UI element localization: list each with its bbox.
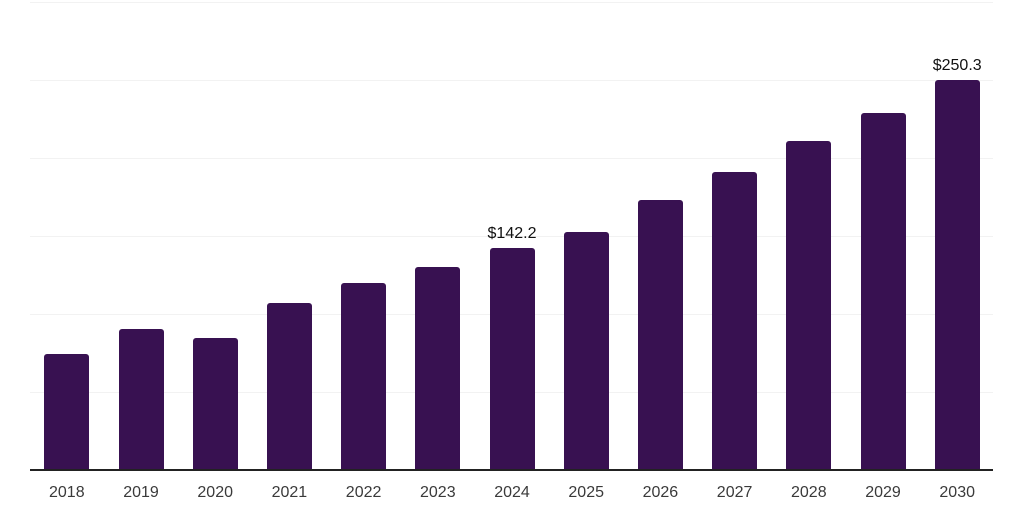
bar-2022 bbox=[341, 283, 387, 470]
bar-2018 bbox=[44, 353, 90, 470]
value-label-2030: $250.3 bbox=[932, 56, 982, 74]
x-tick-2029: 2029 bbox=[865, 484, 901, 501]
bar-2030 bbox=[934, 79, 980, 470]
value-label-2024: $142.2 bbox=[487, 225, 537, 243]
bar-2024 bbox=[489, 248, 535, 470]
x-tick-2026: 2026 bbox=[642, 484, 679, 501]
bar-2021 bbox=[266, 303, 312, 470]
x-tick-2020: 2020 bbox=[197, 484, 233, 501]
bar-2020 bbox=[192, 337, 238, 470]
x-tick-2028: 2028 bbox=[791, 484, 827, 501]
x-tick-2018: 2018 bbox=[49, 484, 85, 501]
x-tick-2019: 2019 bbox=[123, 484, 159, 501]
gridline-250 bbox=[30, 79, 993, 81]
gridline-150 bbox=[30, 235, 993, 237]
x-axis-line bbox=[30, 469, 993, 471]
bar-2027 bbox=[712, 171, 758, 470]
bar-2029 bbox=[860, 112, 906, 470]
bar-2026 bbox=[637, 199, 683, 470]
x-tick-2023: 2023 bbox=[420, 484, 456, 501]
bar-2019 bbox=[118, 329, 164, 470]
x-tick-2024: 2024 bbox=[494, 484, 530, 501]
gridline-200 bbox=[30, 157, 993, 159]
x-axis-labels: 2018 2019 2020 2021 2022 2023 2024 2025 2026 2027… bbox=[30, 485, 993, 505]
x-tick-2021: 2021 bbox=[271, 484, 308, 501]
x-tick-2030: 2030 bbox=[939, 484, 975, 501]
plot-area: $142.2 $250.3 bbox=[30, 0, 993, 471]
bar-2025 bbox=[563, 232, 609, 470]
x-tick-2027: 2027 bbox=[716, 484, 753, 501]
x-tick-2022: 2022 bbox=[345, 484, 382, 501]
bar-2023 bbox=[415, 266, 461, 470]
bar-2028 bbox=[786, 140, 832, 470]
x-tick-2025: 2025 bbox=[568, 484, 604, 501]
gridline-300 bbox=[30, 1, 993, 3]
